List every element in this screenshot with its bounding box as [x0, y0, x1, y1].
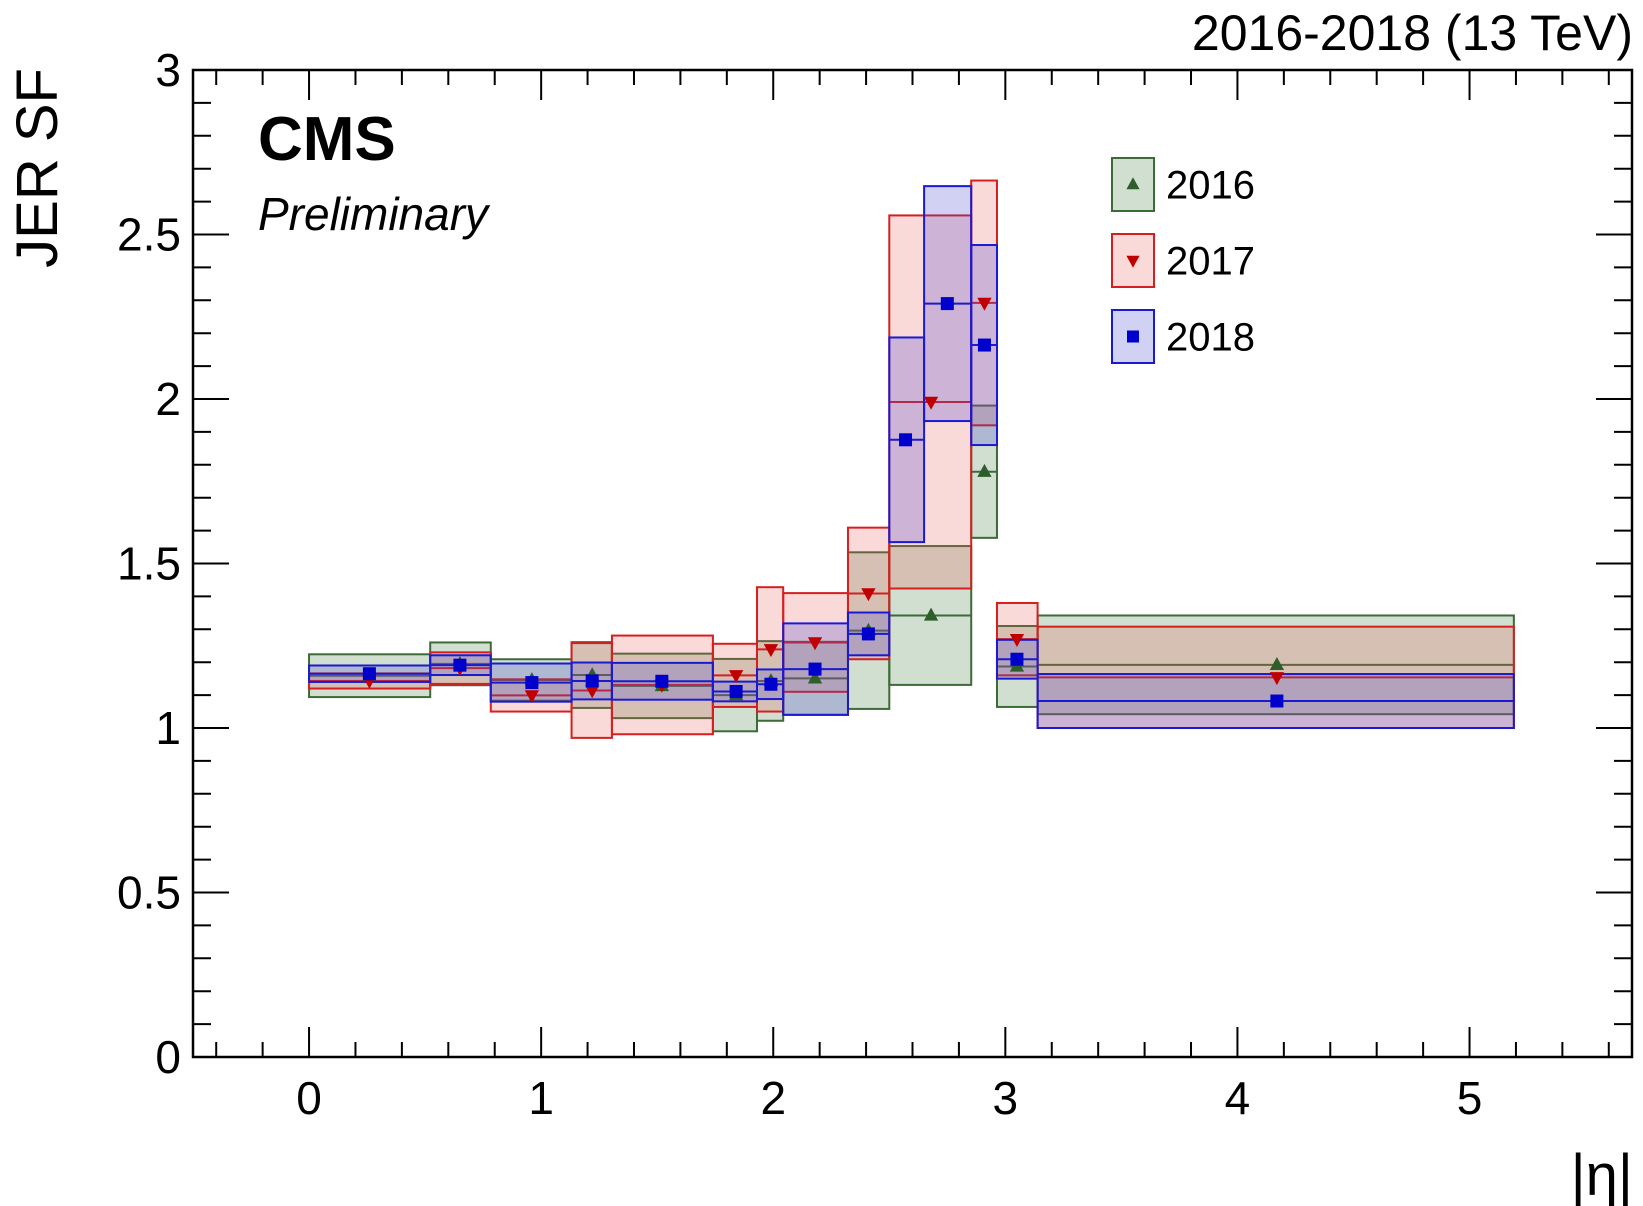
point-2017-3 [585, 685, 600, 699]
point-2018-10 [940, 297, 954, 311]
experiment-label: CMS [258, 105, 396, 174]
x-tick-label: 3 [993, 1072, 1019, 1124]
legend: 2016 2017 2018 [1111, 157, 1255, 364]
point-2018-12 [1010, 652, 1024, 666]
y-tick-label: 0.5 [117, 867, 181, 919]
legend-marker-2018 [1127, 330, 1139, 343]
point-2017-8 [861, 588, 876, 602]
point-2018-1 [453, 658, 467, 672]
point-2016-10 [977, 463, 992, 477]
point-2018-9 [899, 433, 913, 447]
point-2017-11 [1009, 633, 1025, 647]
point-2017-2 [524, 690, 540, 704]
point-2018-13 [1270, 694, 1284, 708]
legend-label-2017: 2017 [1166, 240, 1255, 284]
x-tick-label: 2 [760, 1072, 786, 1124]
point-2017-9 [923, 396, 939, 410]
x-tick-label: 4 [1225, 1072, 1251, 1124]
plot-area: 0 1 2 3 4 5 0 0.5 1 1.5 2 2.5 3 [117, 44, 1634, 1124]
y-tick-label: 2 [155, 373, 181, 425]
y-tick-label: 0 [155, 1031, 181, 1083]
point-2018-2 [525, 676, 539, 690]
point-2018-11 [977, 338, 991, 352]
legend-label-2016: 2016 [1166, 164, 1255, 208]
point-2018-6 [764, 677, 778, 691]
lumi-label: 2016-2018 (13 TeV) [1192, 5, 1633, 61]
point-2016-7 [807, 670, 823, 684]
x-axis-title: |η| [1571, 1143, 1633, 1206]
x-tick-label: 0 [296, 1072, 322, 1124]
y-axis-title: JER SF [5, 68, 70, 268]
point-2018-8 [861, 627, 875, 641]
legend-marker-2016 [1126, 177, 1140, 190]
legend-marker-2017 [1126, 255, 1140, 268]
legend-label-2018: 2018 [1166, 316, 1255, 360]
y-tick-label: 1 [155, 702, 181, 754]
point-2018-7 [808, 662, 822, 676]
x-tick-label: 1 [528, 1072, 554, 1124]
point-2018-3 [585, 674, 599, 688]
y-tick-label: 2.5 [117, 209, 181, 261]
y-axis-ticks [193, 69, 1632, 1058]
status-label: Preliminary [258, 188, 491, 240]
point-2017-5 [728, 670, 744, 684]
point-2017-7 [807, 637, 823, 651]
point-2017-12 [1269, 672, 1285, 686]
point-2016-12 [1269, 657, 1285, 671]
point-2017-10 [977, 297, 992, 311]
x-tick-label: 5 [1457, 1072, 1483, 1124]
y-tick-label: 1.5 [117, 538, 181, 590]
point-2018-0 [362, 667, 376, 681]
y-tick-label: 3 [155, 44, 181, 96]
x-axis-ticks [215, 70, 1610, 1057]
point-2016-9 [923, 607, 939, 621]
point-2017-6 [763, 644, 779, 658]
point-2018-5 [729, 684, 743, 698]
point-2018-4 [655, 674, 669, 688]
